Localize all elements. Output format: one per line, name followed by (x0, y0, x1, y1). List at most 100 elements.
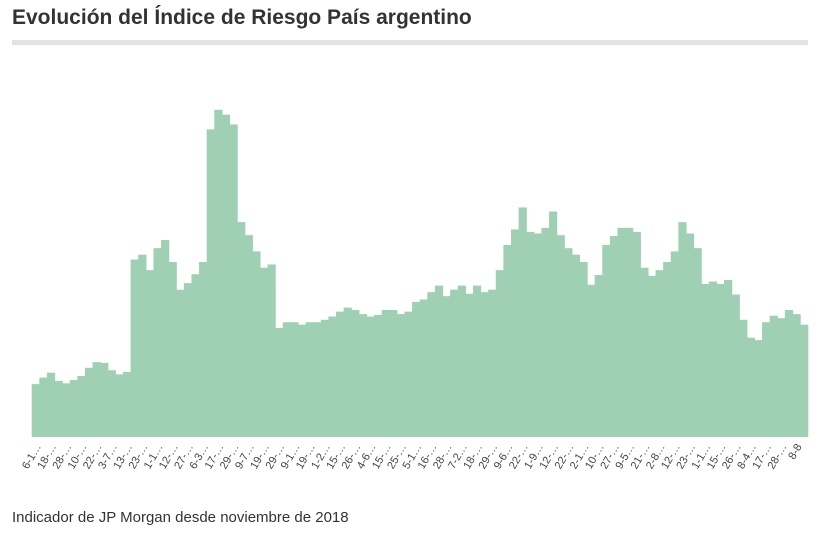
bar (746, 337, 756, 437)
bar (685, 233, 695, 437)
bar (77, 375, 86, 437)
bar (731, 294, 740, 437)
bar (670, 251, 679, 437)
bar (358, 314, 368, 437)
bar (39, 377, 48, 437)
bar (252, 251, 261, 437)
bar (465, 293, 474, 437)
bar (617, 227, 626, 437)
bar (297, 324, 307, 437)
bar (518, 207, 527, 437)
bar (571, 254, 581, 437)
bar (427, 292, 436, 437)
bar (541, 227, 550, 437)
bar (237, 222, 246, 437)
bar (480, 292, 489, 437)
bar (107, 370, 116, 437)
bar (396, 314, 406, 437)
bar (328, 316, 337, 437)
bar (412, 301, 421, 437)
bar (625, 227, 634, 437)
bar (92, 362, 101, 437)
bar (594, 275, 603, 437)
bar (647, 275, 657, 437)
bar (145, 270, 155, 437)
bar (800, 324, 809, 437)
bar (130, 259, 139, 437)
bar (229, 124, 238, 437)
bar (762, 322, 771, 437)
bar (199, 262, 208, 437)
bar (343, 307, 352, 437)
bar (275, 327, 284, 437)
bar (176, 289, 185, 437)
bar (46, 372, 56, 437)
bar (526, 231, 535, 437)
bar (366, 316, 375, 437)
bar (419, 299, 428, 437)
bar (259, 267, 269, 437)
bar (191, 274, 200, 437)
bar (495, 270, 504, 437)
bar (381, 310, 390, 437)
bar (632, 231, 641, 437)
chart-title: Evolución del Índice de Riesgo País arge… (12, 6, 472, 29)
caption: Indicador de JP Morgan desde noviembre d… (12, 509, 349, 526)
bar (313, 322, 322, 437)
bar (267, 264, 276, 437)
bar (434, 285, 444, 437)
bar (84, 367, 94, 437)
bar (336, 311, 345, 437)
bar (701, 283, 710, 437)
bar (457, 285, 466, 437)
bar (777, 318, 786, 437)
bar (510, 229, 520, 437)
bar (663, 262, 672, 437)
bar (549, 211, 558, 437)
bar (290, 322, 299, 437)
x-tick-label: 8-8 (786, 442, 804, 462)
bar (450, 289, 459, 437)
bar (214, 109, 223, 437)
bar (54, 380, 63, 437)
bar (678, 222, 687, 437)
bar (69, 380, 78, 437)
bar (168, 262, 177, 437)
bar (374, 314, 383, 437)
bar (769, 315, 778, 437)
bar (404, 311, 413, 437)
bar (351, 310, 360, 437)
bar (389, 310, 398, 437)
bar (724, 279, 733, 437)
bar (472, 285, 482, 437)
bar (640, 267, 649, 437)
bar (305, 322, 314, 437)
bar (754, 340, 763, 437)
bar (488, 289, 497, 437)
bar (183, 283, 193, 437)
bar (579, 262, 588, 437)
bar (122, 371, 132, 437)
bar (784, 310, 794, 437)
bar (115, 374, 124, 437)
bar (556, 235, 565, 437)
bar (244, 235, 253, 437)
bar (587, 284, 596, 437)
bar (533, 233, 543, 437)
bar (100, 362, 109, 437)
bar (320, 319, 330, 437)
bar (31, 384, 40, 437)
bar (602, 244, 611, 437)
bar (221, 114, 231, 438)
bar (153, 248, 162, 437)
bar (442, 296, 451, 437)
bar (716, 283, 725, 437)
bar (693, 248, 702, 437)
bar (792, 314, 801, 437)
bar (739, 319, 748, 437)
bar (708, 281, 718, 437)
bar (609, 235, 619, 437)
bar (503, 244, 512, 437)
bar (282, 322, 291, 437)
